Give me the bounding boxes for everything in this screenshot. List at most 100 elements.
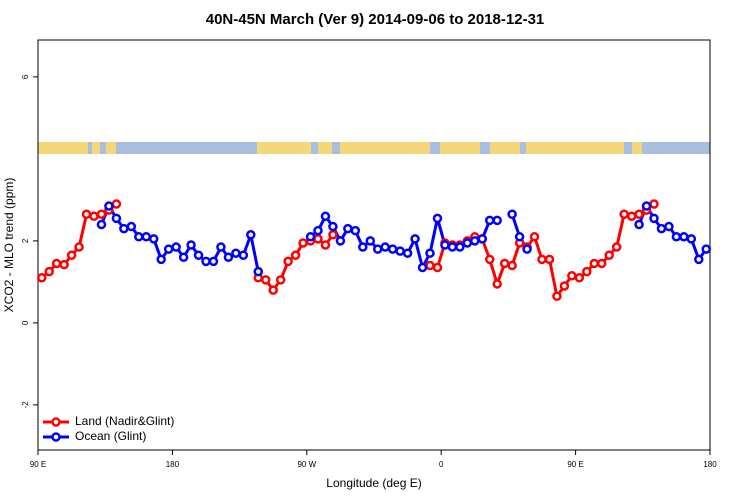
data-point — [701, 244, 712, 254]
data-point — [432, 262, 443, 273]
data-point — [260, 275, 271, 285]
data-point — [447, 242, 458, 252]
data-point — [223, 252, 234, 263]
x-tick-label: 180 — [166, 460, 180, 469]
data-point — [582, 266, 592, 277]
data-point — [507, 260, 517, 271]
data-point — [89, 211, 99, 222]
data-point — [634, 219, 644, 230]
data-point — [313, 225, 323, 236]
data-point — [634, 209, 644, 219]
data-point — [492, 279, 502, 289]
data-point — [589, 258, 600, 269]
data-point — [492, 215, 502, 226]
data-point — [96, 219, 107, 230]
y-tick-label: -2 — [21, 401, 30, 409]
y-tick-label: 2 — [21, 238, 30, 243]
data-point — [686, 234, 697, 244]
y-tick-label: 0 — [21, 320, 30, 325]
data-point — [395, 246, 405, 256]
data-point — [649, 199, 659, 209]
data-point — [193, 250, 204, 260]
data-point — [507, 209, 517, 219]
data-point — [51, 258, 62, 269]
data-point — [320, 211, 331, 222]
data-point — [74, 242, 84, 252]
data-point — [440, 240, 450, 250]
data-point — [656, 223, 667, 234]
data-point — [171, 242, 181, 252]
data-point — [671, 232, 682, 242]
data-point — [410, 234, 420, 244]
data-point — [611, 242, 622, 252]
plot-frame — [37, 39, 711, 451]
data-point — [96, 209, 107, 219]
data-point — [66, 250, 77, 260]
data-point — [343, 223, 353, 234]
x-axis-label: Longitude (deg E) — [326, 476, 421, 490]
legend-label: Land (Nadir&Glint) — [75, 414, 174, 428]
data-point — [358, 242, 368, 252]
data-point — [514, 232, 525, 242]
data-point — [246, 230, 256, 240]
data-point — [432, 213, 443, 224]
data-point — [328, 230, 338, 240]
data-point — [574, 273, 585, 283]
data-point — [664, 221, 674, 232]
data-point — [641, 201, 652, 211]
data-point — [425, 248, 435, 258]
data-point — [134, 232, 144, 242]
data-point — [298, 238, 308, 248]
data-point — [417, 262, 428, 273]
data-point — [231, 248, 241, 258]
data-point — [111, 199, 122, 209]
data-point — [619, 209, 629, 219]
data-point — [141, 232, 152, 242]
data-point — [328, 221, 338, 232]
data-point — [208, 256, 219, 267]
data-point — [477, 234, 488, 244]
data-point — [81, 209, 92, 219]
data-point — [402, 248, 413, 258]
legend-marker — [51, 417, 61, 427]
x-tick-label: 180 — [703, 460, 717, 469]
data-point — [529, 232, 540, 242]
data-point — [163, 244, 174, 254]
data-point — [238, 250, 249, 260]
data-point — [335, 236, 346, 246]
data-point — [387, 244, 398, 254]
data-point — [178, 252, 189, 263]
data-point — [694, 254, 704, 265]
data-point — [59, 259, 69, 270]
data-point — [313, 234, 323, 244]
data-point — [253, 266, 264, 277]
data-point — [544, 254, 555, 265]
data-point — [36, 273, 47, 283]
data-point — [320, 240, 331, 250]
data-point — [111, 213, 122, 224]
data-point — [499, 258, 510, 269]
data-point — [126, 221, 137, 232]
data-point — [275, 275, 286, 285]
data-point — [626, 211, 637, 222]
series-line — [100, 202, 708, 272]
data-point — [44, 266, 54, 277]
data-point — [186, 240, 196, 250]
data-point — [559, 281, 570, 291]
data-point — [455, 242, 465, 252]
data-point — [365, 236, 376, 246]
x-tick-label: 90 W — [297, 460, 316, 469]
data-point — [522, 244, 532, 254]
data-point — [372, 244, 383, 254]
data-point — [216, 242, 226, 252]
legend-marker — [51, 432, 61, 442]
land-ocean-strip — [38, 142, 710, 154]
data-point — [484, 254, 495, 265]
data-point — [350, 225, 361, 236]
data-point — [552, 291, 562, 301]
x-tick-label: 90 E — [567, 460, 583, 469]
legend-label: Ocean (Glint) — [75, 429, 146, 443]
data-point — [425, 260, 435, 271]
data-point — [283, 256, 293, 267]
